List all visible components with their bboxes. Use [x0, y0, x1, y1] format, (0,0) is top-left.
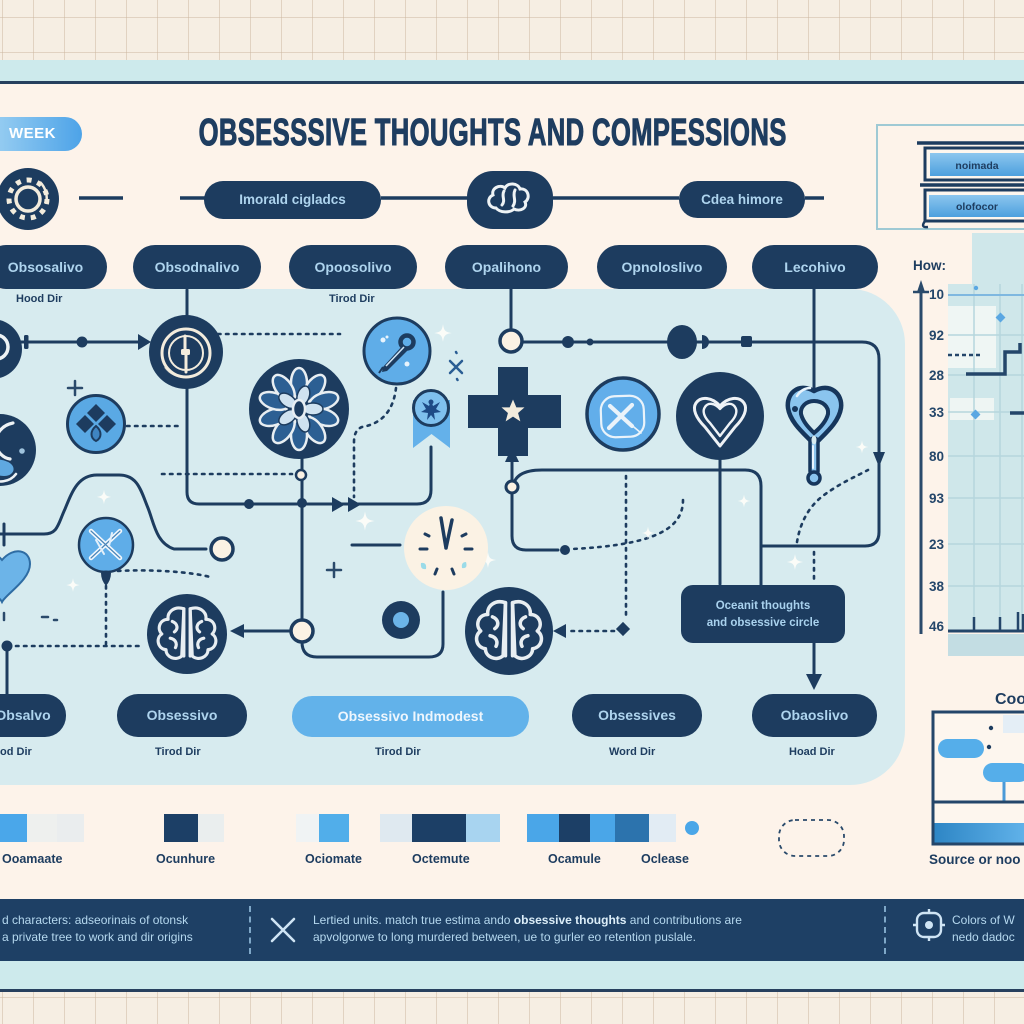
svg-text:Coordin: Coordin [995, 691, 1024, 708]
svg-text:38: 38 [929, 579, 945, 594]
svg-text:olofocor: olofocor [956, 201, 998, 213]
svg-text:Source or noo: Source or noo [929, 852, 1021, 867]
svg-text:and obsessive circle: and obsessive circle [707, 617, 820, 629]
svg-text:Ocunhure: Ocunhure [156, 852, 215, 866]
svg-text:Oceanit thoughts: Oceanit thoughts [716, 600, 811, 612]
svg-text:Octemute: Octemute [412, 852, 470, 866]
svg-text:33: 33 [929, 405, 945, 420]
svg-text:10: 10 [929, 287, 944, 302]
svg-text:noimada: noimada [955, 160, 998, 172]
svg-text:Ooamaate: Ooamaate [2, 852, 62, 866]
svg-text:Ociomate: Ociomate [305, 852, 362, 866]
svg-text:28: 28 [929, 368, 945, 383]
svg-text:92: 92 [929, 328, 944, 343]
svg-text:Ocamule: Ocamule [548, 852, 601, 866]
svg-text:How:: How: [913, 258, 946, 273]
svg-text:93: 93 [929, 491, 945, 506]
svg-text:46: 46 [929, 619, 945, 634]
svg-text:23: 23 [929, 537, 945, 552]
svg-text:80: 80 [929, 449, 944, 464]
svg-text:Oclease: Oclease [641, 852, 689, 866]
